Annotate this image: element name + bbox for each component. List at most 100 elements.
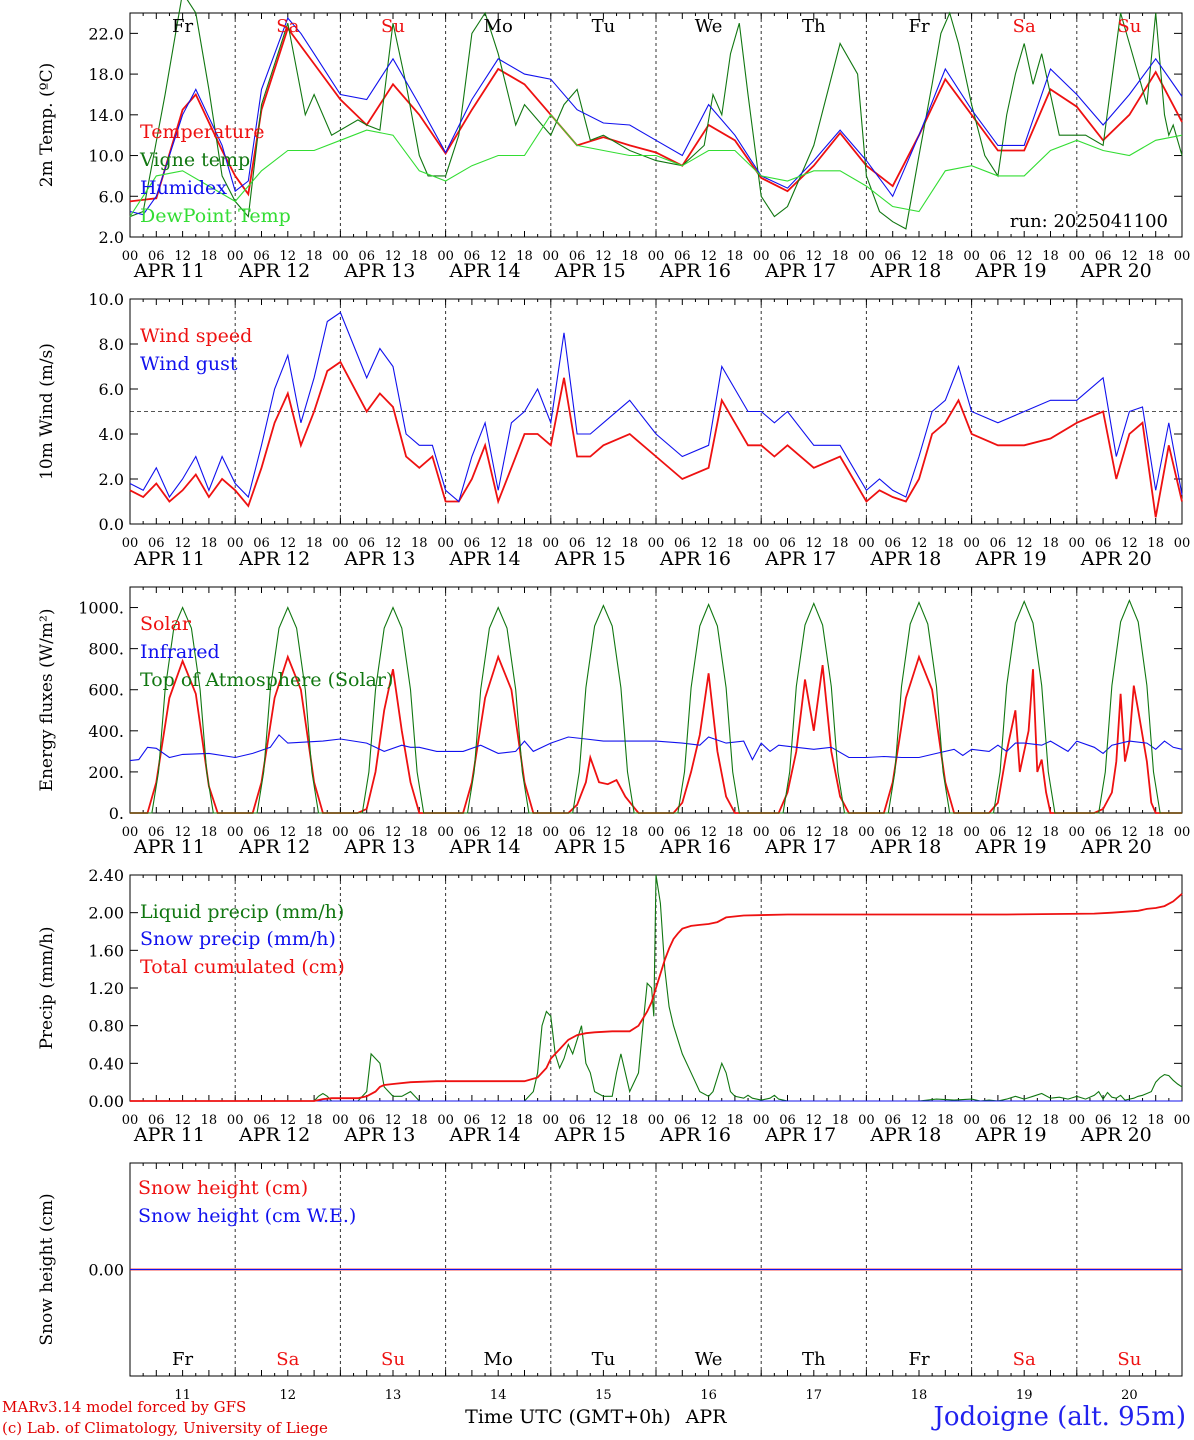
- x-hour-tick-label: 00: [858, 536, 875, 551]
- x-hour-tick-label: 00: [1174, 825, 1191, 840]
- x-day-label: APR 14: [449, 836, 521, 858]
- x-day-label: APR 11: [133, 836, 205, 858]
- x-day-label: APR 16: [659, 1124, 731, 1146]
- day-number-label: 12: [280, 1388, 297, 1403]
- x-hour-tick-label: 18: [937, 249, 954, 264]
- x-day-label: APR 12: [238, 1124, 310, 1146]
- x-day-label: APR 17: [764, 1124, 836, 1146]
- series-line-infrared: [129, 734, 1183, 762]
- y-tick-label: 0.40: [88, 1054, 124, 1073]
- x-hour-tick-label: 18: [411, 1113, 428, 1128]
- legend-entry: Total cumulated (cm): [140, 956, 345, 978]
- x-hour-tick-label: 06: [358, 536, 375, 551]
- y-tick-label: 600.: [88, 681, 124, 700]
- y-tick-label: 1.60: [88, 941, 124, 960]
- x-hour-tick-label: 00: [227, 249, 244, 264]
- x-day-label: APR 12: [238, 260, 310, 282]
- x-hour-tick-label: 06: [253, 825, 270, 840]
- y-tick-label: 6.0: [99, 187, 124, 206]
- x-hour-tick-label: 12: [385, 825, 402, 840]
- x-hour-tick-label: 12: [700, 1113, 717, 1128]
- x-hour-tick-label: 18: [1042, 536, 1059, 551]
- x-day-label: APR 20: [1080, 1124, 1152, 1146]
- x-hour-tick-label: 00: [648, 249, 665, 264]
- legend-entry: Solar: [140, 613, 192, 635]
- x-hour-tick-label: 06: [253, 249, 270, 264]
- legend-entry: Temperature: [140, 121, 264, 143]
- x-day-label: APR 13: [343, 1124, 415, 1146]
- x-hour-tick-label: 18: [201, 1113, 218, 1128]
- panel-3: 0. 200. 400. 600. 800. 1000. Energy fluxes (W/…: [37, 586, 1191, 858]
- x-hour-tick-label: 06: [990, 825, 1007, 840]
- x-hour-tick-label: 12: [806, 825, 823, 840]
- y-axis-label: 10m Wind (m/s): [37, 343, 57, 480]
- x-hour-tick-label: 12: [280, 1113, 297, 1128]
- x-hour-tick-label: 18: [411, 536, 428, 551]
- y-tick-label: 6.0: [99, 380, 124, 399]
- x-hour-tick-label: 18: [411, 249, 428, 264]
- x-hour-tick-label: 00: [437, 1113, 454, 1128]
- x-hour-tick-label: 18: [621, 825, 638, 840]
- x-hour-tick-label: 18: [1147, 825, 1164, 840]
- x-hour-tick-label: 18: [1147, 536, 1164, 551]
- x-hour-tick-label: 06: [148, 825, 165, 840]
- x-hour-tick-label: 00: [543, 249, 560, 264]
- x-hour-tick-label: 00: [227, 1113, 244, 1128]
- x-hour-tick-label: 06: [253, 1113, 270, 1128]
- x-hour-tick-label: 18: [727, 536, 744, 551]
- y-tick-label: 4.0: [99, 425, 124, 444]
- y-tick-label: 22.0: [88, 24, 124, 43]
- x-hour-tick-label: 00: [963, 536, 980, 551]
- x-hour-tick-label: 06: [884, 1113, 901, 1128]
- y-tick-label: 0.: [109, 804, 124, 823]
- legend-entry: DewPoint Temp: [140, 205, 291, 227]
- x-hour-tick-label: 12: [700, 249, 717, 264]
- run-label: run: 2025041100: [1010, 211, 1168, 232]
- legend-entry: Liquid precip (mm/h): [140, 901, 344, 923]
- x-axis-title: Time UTC (GMT+0h): [465, 1406, 671, 1428]
- x-hour-tick-label: 06: [569, 536, 586, 551]
- x-hour-tick-label: 06: [1095, 825, 1112, 840]
- x-hour-tick-label: 18: [832, 825, 849, 840]
- x-hour-tick-label: 06: [148, 249, 165, 264]
- x-hour-tick-label: 06: [674, 825, 691, 840]
- x-hour-tick-label: 12: [280, 825, 297, 840]
- x-hour-tick-label: 12: [280, 536, 297, 551]
- weekday-label: Sa: [276, 16, 299, 37]
- x-hour-tick-label: 06: [569, 1113, 586, 1128]
- series-line-humidex: [129, 17, 1183, 216]
- x-day-label: APR 11: [133, 548, 205, 570]
- series-line-temperature: [129, 26, 1183, 203]
- x-hour-tick-label: 00: [122, 249, 139, 264]
- x-hour-tick-label: 12: [1121, 825, 1138, 840]
- x-hour-tick-label: 06: [464, 825, 481, 840]
- x-day-label: APR 17: [764, 836, 836, 858]
- x-hour-tick-label: 00: [858, 249, 875, 264]
- x-hour-tick-label: 00: [648, 536, 665, 551]
- weekday-label: Su: [381, 1349, 405, 1370]
- weekday-label: Mo: [484, 1349, 513, 1370]
- x-hour-tick-label: 12: [174, 825, 191, 840]
- x-hour-tick-label: 06: [990, 536, 1007, 551]
- x-hour-tick-label: 12: [700, 825, 717, 840]
- series-line-wind-gust: [129, 311, 1183, 503]
- x-day-label: APR 13: [343, 836, 415, 858]
- weekday-label: Sa: [1013, 1349, 1036, 1370]
- x-hour-tick-label: 00: [753, 1113, 770, 1128]
- x-hour-tick-label: 12: [1121, 536, 1138, 551]
- x-hour-tick-label: 12: [806, 1113, 823, 1128]
- x-hour-tick-label: 06: [358, 249, 375, 264]
- x-day-label: APR 19: [975, 548, 1047, 570]
- x-hour-tick-label: 12: [1016, 249, 1033, 264]
- x-hour-tick-label: 18: [516, 249, 533, 264]
- x-hour-tick-label: 12: [490, 825, 507, 840]
- x-hour-tick-label: 18: [201, 536, 218, 551]
- x-hour-tick-label: 00: [437, 536, 454, 551]
- weekday-label: Th: [802, 16, 826, 37]
- x-hour-tick-label: 18: [1042, 825, 1059, 840]
- day-number-label: 19: [1016, 1388, 1033, 1403]
- x-hour-tick-label: 06: [464, 1113, 481, 1128]
- x-hour-tick-label: 12: [595, 536, 612, 551]
- x-hour-tick-label: 00: [437, 249, 454, 264]
